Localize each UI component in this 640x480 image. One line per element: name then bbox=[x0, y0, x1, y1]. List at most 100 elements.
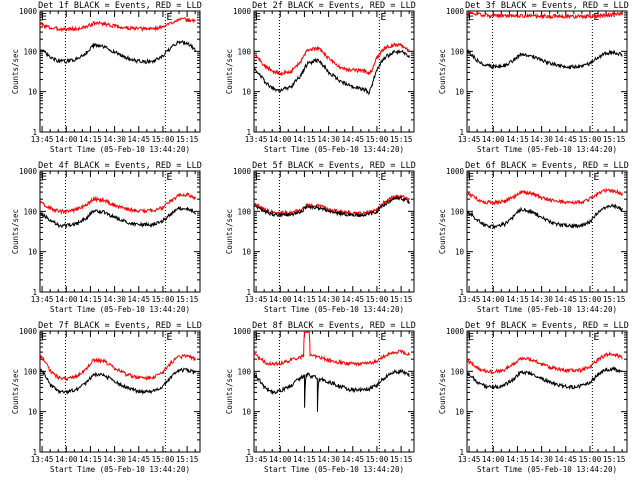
plot-frame bbox=[39, 10, 201, 133]
plot-frame bbox=[253, 330, 415, 453]
x-tick-label: 14:30 bbox=[317, 135, 340, 144]
y-tick-label: 100 bbox=[237, 207, 251, 216]
x-tick-label: 13:45 bbox=[458, 455, 481, 464]
y-tick-label: 10 bbox=[28, 248, 38, 257]
x-tick-label: 14:45 bbox=[554, 295, 577, 304]
flag-label: E bbox=[41, 332, 47, 343]
y-tick-label: 100 bbox=[450, 367, 464, 376]
x-tick-label: 14:15 bbox=[79, 455, 102, 464]
x-axis-label: Start Time (05-Feb-10 13:44:20) bbox=[477, 305, 617, 314]
panel-3: Det 3f BLACK = Events, RED = LLD 1 10 100 10… bbox=[438, 1, 629, 154]
flag-label: E bbox=[468, 12, 474, 23]
y-axis-label: Counts/sec bbox=[438, 209, 447, 254]
panel-6: Det 6f BLACK = Events, RED = LLD 1 10 100 10… bbox=[438, 161, 629, 314]
x-tick-label: 14:00 bbox=[482, 295, 505, 304]
flag-label: E bbox=[380, 12, 386, 23]
x-tick-label: 15:15 bbox=[603, 135, 626, 144]
x-tick-label: 15:15 bbox=[603, 455, 626, 464]
plot-frame bbox=[253, 10, 415, 133]
y-tick-label: 1 bbox=[32, 448, 37, 457]
x-tick-label: 14:45 bbox=[341, 455, 364, 464]
x-tick-label: 13:45 bbox=[31, 135, 54, 144]
y-tick-label: 1 bbox=[459, 448, 464, 457]
panel-title: Det 4f BLACK = Events, RED = LLD bbox=[38, 161, 202, 171]
x-tick-label: 13:45 bbox=[458, 295, 481, 304]
x-tick-label: 14:00 bbox=[269, 135, 292, 144]
panel-title: Det 3f BLACK = Events, RED = LLD bbox=[465, 1, 629, 11]
y-tick-label: 100 bbox=[237, 367, 251, 376]
x-tick-label: 15:15 bbox=[390, 135, 413, 144]
panel-2: Det 2f BLACK = Events, RED = LLD 1 10 100 10… bbox=[225, 1, 416, 154]
y-tick-label: 10 bbox=[455, 88, 465, 97]
series-line-events bbox=[467, 365, 623, 391]
x-tick-label: 15:00 bbox=[152, 135, 175, 144]
x-axis-label: Start Time (05-Feb-10 13:44:20) bbox=[477, 145, 617, 154]
x-tick-label: 14:00 bbox=[269, 455, 292, 464]
flag-label: E bbox=[593, 332, 599, 343]
x-tick-label: 14:30 bbox=[317, 295, 340, 304]
flag-label: E bbox=[468, 332, 474, 343]
panel-title: Det 5f BLACK = Events, RED = LLD bbox=[252, 161, 416, 171]
x-tick-label: 14:15 bbox=[79, 135, 102, 144]
panel-title: Det 7f BLACK = Events, RED = LLD bbox=[38, 321, 202, 331]
panel-8: Det 8f BLACK = Events, RED = LLD 1 10 100 10… bbox=[225, 321, 416, 474]
y-tick-label: 100 bbox=[450, 207, 464, 216]
x-tick-label: 14:30 bbox=[317, 455, 340, 464]
x-tick-label: 13:45 bbox=[31, 295, 54, 304]
y-tick-label: 1000 bbox=[19, 7, 38, 16]
panel-title: Det 1f BLACK = Events, RED = LLD bbox=[38, 1, 202, 11]
y-tick-label: 100 bbox=[237, 47, 251, 56]
x-tick-label: 15:15 bbox=[176, 135, 199, 144]
panel-7: Det 7f BLACK = Events, RED = LLD 1 10 100 10… bbox=[11, 321, 202, 474]
x-tick-label: 14:15 bbox=[506, 295, 529, 304]
y-tick-label: 1000 bbox=[233, 327, 252, 336]
x-tick-label: 14:15 bbox=[506, 455, 529, 464]
x-axis-label: Start Time (05-Feb-10 13:44:20) bbox=[264, 145, 404, 154]
y-tick-label: 1000 bbox=[446, 327, 465, 336]
x-axis-label: Start Time (05-Feb-10 13:44:20) bbox=[50, 305, 190, 314]
plot-frame bbox=[39, 330, 201, 453]
y-tick-label: 1 bbox=[246, 128, 251, 137]
flag-label: E bbox=[468, 172, 474, 183]
y-tick-label: 1000 bbox=[233, 7, 252, 16]
y-axis-label: Counts/sec bbox=[225, 369, 234, 414]
x-tick-label: 14:15 bbox=[506, 135, 529, 144]
x-tick-label: 14:00 bbox=[269, 295, 292, 304]
x-tick-label: 14:45 bbox=[127, 135, 150, 144]
plot-frame bbox=[466, 170, 628, 293]
x-tick-label: 15:15 bbox=[176, 295, 199, 304]
y-tick-label: 10 bbox=[455, 248, 465, 257]
y-tick-label: 100 bbox=[23, 47, 37, 56]
y-tick-label: 1 bbox=[246, 288, 251, 297]
y-tick-label: 1 bbox=[32, 128, 37, 137]
x-tick-label: 14:00 bbox=[55, 295, 78, 304]
series-line-lld bbox=[467, 187, 623, 206]
y-tick-label: 100 bbox=[23, 367, 37, 376]
flag-label: E bbox=[166, 12, 172, 23]
y-axis-label: Counts/sec bbox=[11, 49, 20, 94]
panel-title: Det 6f BLACK = Events, RED = LLD bbox=[465, 161, 629, 171]
y-tick-label: 10 bbox=[28, 88, 38, 97]
x-tick-label: 13:45 bbox=[245, 135, 268, 144]
series-line-lld bbox=[254, 331, 410, 368]
x-tick-label: 14:00 bbox=[482, 135, 505, 144]
x-axis-label: Start Time (05-Feb-10 13:44:20) bbox=[477, 465, 617, 474]
panel-5: Det 5f BLACK = Events, RED = LLD 1 10 100 10… bbox=[225, 161, 416, 314]
y-tick-label: 1000 bbox=[446, 7, 465, 16]
series-line-events bbox=[467, 203, 623, 230]
panel-4: Det 4f BLACK = Events, RED = LLD 1 10 100 10… bbox=[11, 161, 202, 314]
x-tick-label: 15:00 bbox=[152, 295, 175, 304]
x-tick-label: 14:30 bbox=[530, 455, 553, 464]
plot-frame bbox=[253, 170, 415, 293]
y-tick-label: 10 bbox=[455, 408, 465, 417]
flag-label: E bbox=[255, 172, 261, 183]
flag-label: E bbox=[166, 172, 172, 183]
plot-frame bbox=[466, 10, 628, 133]
panel-title: Det 9f BLACK = Events, RED = LLD bbox=[465, 321, 629, 331]
y-tick-label: 1000 bbox=[19, 167, 38, 176]
series-line-events bbox=[40, 367, 196, 396]
x-tick-label: 14:15 bbox=[293, 455, 316, 464]
x-tick-label: 14:30 bbox=[530, 295, 553, 304]
flag-label: E bbox=[41, 12, 47, 23]
x-axis-label: Start Time (05-Feb-10 13:44:20) bbox=[50, 145, 190, 154]
